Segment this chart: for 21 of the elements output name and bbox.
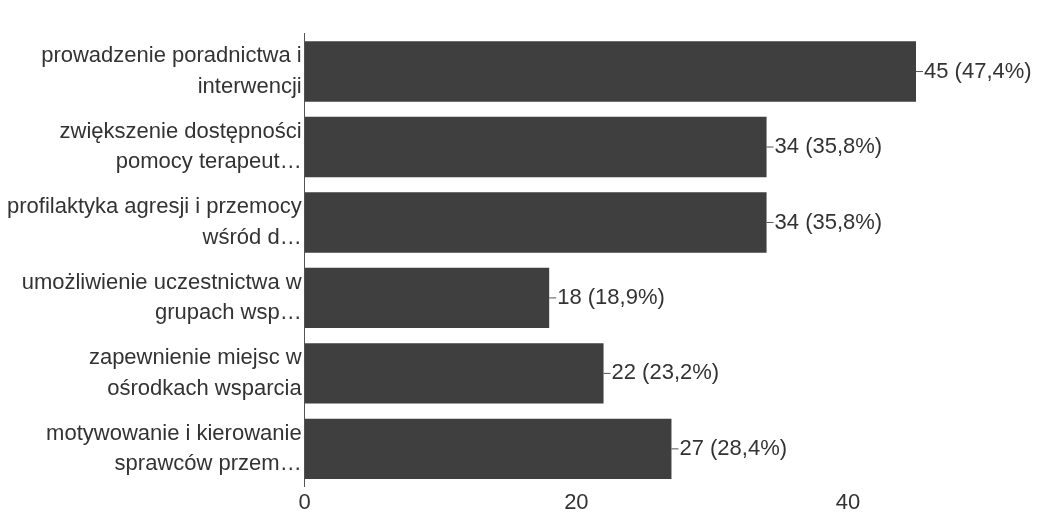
x-tick-label: 40 xyxy=(835,488,861,514)
y-tick-label: umożliwienie uczestnictwa w grupach wsp… xyxy=(21,268,302,325)
x-tick-label: 20 xyxy=(564,488,589,514)
data-label: 27 (28,4%) xyxy=(679,434,788,460)
y-tick-label: motywowanie i kierowanie sprawców przem… xyxy=(46,419,302,476)
bar xyxy=(304,116,767,178)
data-label: 45 (47,4%) xyxy=(924,57,1032,83)
data-label: 34 (35,8%) xyxy=(774,133,883,159)
bar xyxy=(304,192,767,253)
y-tick-label: profilaktyka agresji i przemocy wśród d… xyxy=(6,193,302,249)
y-tick-label: zapewnienie miejsc w ośrodkach wsparcia xyxy=(88,344,303,400)
bar xyxy=(304,343,604,404)
y-tick-label: zwiększenie dostępności pomocy terapeut… xyxy=(59,117,302,174)
data-label: 34 (35,8%) xyxy=(774,208,883,234)
bar xyxy=(304,267,550,329)
x-tick-label: 0 xyxy=(298,488,311,514)
data-label: 18 (18,9%) xyxy=(557,284,665,309)
bar xyxy=(304,41,916,102)
y-tick-label: prowadzenie poradnictwa i interwencji xyxy=(41,42,302,98)
bar xyxy=(304,418,672,480)
data-label: 22 (23,2%) xyxy=(611,359,720,385)
